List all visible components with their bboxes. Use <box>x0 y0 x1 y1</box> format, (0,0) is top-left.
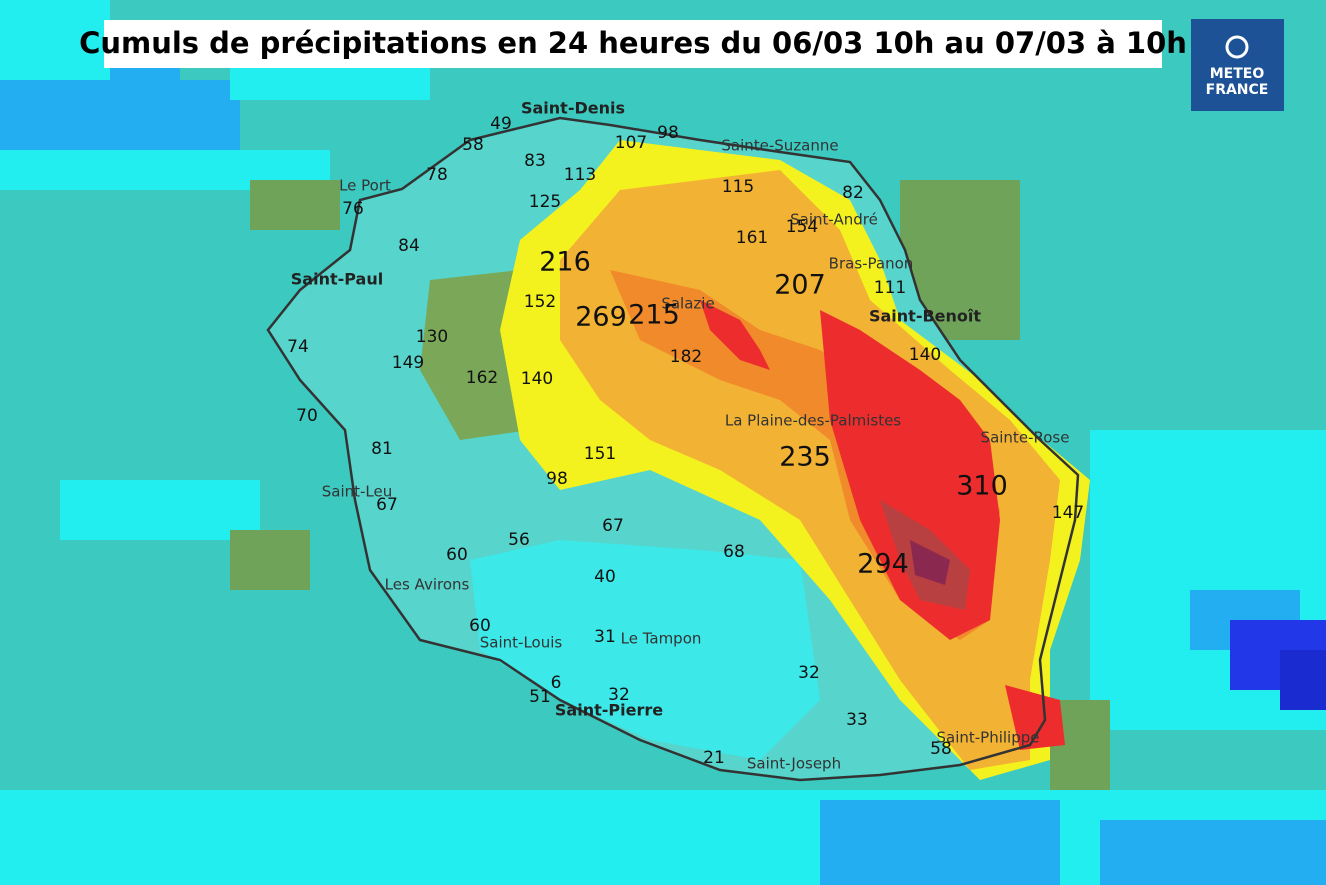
logo-box <box>1191 19 1284 111</box>
town-label: Bras-Panon <box>829 255 914 273</box>
rainfall-value: 33 <box>846 710 868 730</box>
rainfall-value: 98 <box>546 469 568 489</box>
town-label: Saint-Leu <box>322 483 393 501</box>
rainfall-value: 161 <box>736 228 768 248</box>
rainfall-value: 125 <box>529 192 561 212</box>
rainfall-value: 140 <box>521 369 553 389</box>
town-label: Salazie <box>661 295 714 313</box>
rainfall-value: 6 <box>551 673 562 693</box>
town-label: Saint-Louis <box>480 634 563 652</box>
rainfall-value: 31 <box>594 627 616 647</box>
rainfall-value: 269 <box>575 302 627 333</box>
rainfall-value: 67 <box>376 495 398 515</box>
rainfall-value: 98 <box>657 123 679 143</box>
rainfall-value: 207 <box>774 270 826 301</box>
town-label: Saint-Denis <box>521 99 625 118</box>
rainfall-value: 60 <box>446 545 468 565</box>
town-label: Sainte-Rose <box>981 429 1070 447</box>
rainfall-value: 151 <box>584 444 616 464</box>
rainfall-value: 235 <box>779 442 831 473</box>
rainfall-value: 76 <box>342 199 364 219</box>
island-outline <box>266 116 1080 782</box>
logo-text: FRANCE <box>1206 82 1269 98</box>
rainfall-value: 56 <box>508 530 530 550</box>
town-label: Le Port <box>339 177 391 195</box>
rainfall-value: 147 <box>1052 503 1084 523</box>
rainfall-value: 140 <box>909 345 941 365</box>
town-label: Saint-Benoît <box>869 307 981 326</box>
title-box <box>104 20 1162 68</box>
rainfall-value: 67 <box>602 516 624 536</box>
towns: Saint-Denis Sainte-Suzanne Le Port Saint-An… <box>291 99 1070 773</box>
town-label: Saint-André <box>790 211 878 229</box>
rainfall-value: 60 <box>469 616 491 636</box>
logo-icon <box>1225 35 1249 59</box>
rainfall-value: 152 <box>524 292 556 312</box>
rainfall-value: 154 <box>786 217 818 237</box>
rainfall-value: 182 <box>670 347 702 367</box>
rainfall-value: 310 <box>956 471 1008 502</box>
town-label: La Plaine-des-Palmistes <box>725 412 901 430</box>
rainfall-value: 49 <box>490 114 512 134</box>
rainfall-value: 51 <box>529 687 551 707</box>
town-label: Saint-Pierre <box>555 701 663 720</box>
rainfall-value: 82 <box>842 183 864 203</box>
rainfall-value: 107 <box>615 133 647 153</box>
title: Cumuls de précipitations en 24 heures du… <box>79 26 1187 60</box>
town-label: Saint-Philippe <box>936 729 1039 747</box>
logo-text: METEO <box>1210 66 1265 82</box>
rainfall-value: 32 <box>608 685 630 705</box>
rainfall-value: 294 <box>857 549 909 580</box>
logo: METEO FRANCE <box>1191 19 1284 111</box>
rainfall-value: 32 <box>798 663 820 683</box>
town-label: Saint-Joseph <box>747 755 841 773</box>
rainfall-value: 40 <box>594 567 616 587</box>
rainfall-value: 215 <box>628 300 680 331</box>
town-label: Saint-Paul <box>291 270 383 289</box>
rainfall-value: 81 <box>371 439 393 459</box>
rainfall-value: 58 <box>462 135 484 155</box>
rainfall-value: 21 <box>703 748 725 768</box>
rainfall-value: 83 <box>524 151 546 171</box>
rainfall-value: 78 <box>426 165 448 185</box>
rainfall-value: 68 <box>723 542 745 562</box>
rain-zones <box>420 140 1090 780</box>
rainfall-value: 216 <box>539 247 591 278</box>
rainfall-value: 74 <box>287 337 309 357</box>
rainfall-value: 115 <box>722 177 754 197</box>
town-label: Les Avirons <box>385 576 470 594</box>
rainfall-value: 149 <box>392 353 424 373</box>
rainfall-value: 84 <box>398 236 420 256</box>
rainfall-value: 111 <box>874 278 906 298</box>
town-label: Sainte-Suzanne <box>721 137 838 155</box>
town-label: Le Tampon <box>621 630 702 648</box>
rainfall-value: 130 <box>416 327 448 347</box>
rainfall-value: 113 <box>564 165 596 185</box>
rainfall-value: 162 <box>466 368 498 388</box>
rainfall-value: 58 <box>930 739 952 759</box>
rainfall-value: 70 <box>296 406 318 426</box>
